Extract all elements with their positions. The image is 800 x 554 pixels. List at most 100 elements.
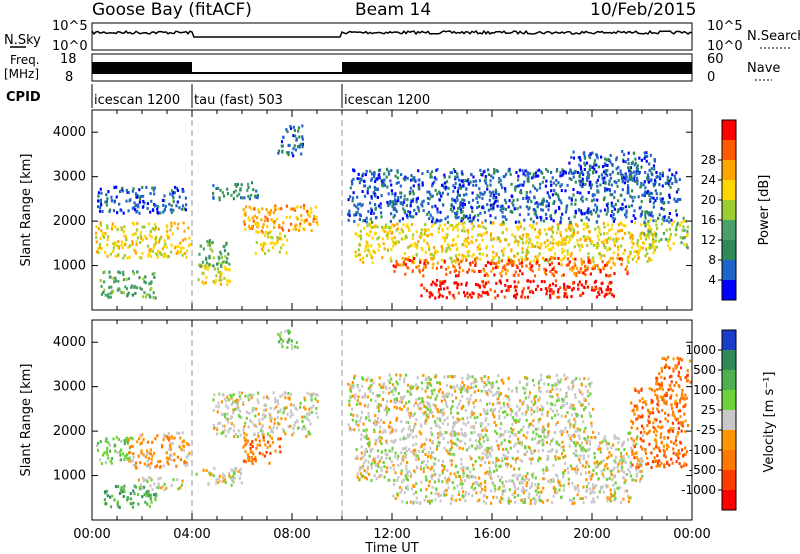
colorbar-segment [722, 260, 736, 281]
nsearch-tick-low: 10^0 [707, 39, 743, 54]
colorbar-tick-label: 20 [701, 193, 716, 207]
freq-label: Freq. [10, 53, 40, 67]
freq-trace [92, 62, 692, 74]
scatter-region [277, 124, 304, 158]
power-ylabel: Slant Range [km] [19, 154, 34, 267]
cpid-mode-label: tau (fast) 503 [194, 93, 283, 108]
colorbar-segment [722, 450, 736, 471]
cpid-mode-label: icescan 1200 [344, 93, 430, 108]
colorbar-segment [722, 330, 736, 351]
nsky-trace [91, 29, 693, 38]
power-panel: 1000 2000 3000 4000 Slant Range [km] 4 8 12 16… [19, 109, 772, 311]
scatter-region [95, 221, 192, 260]
colorbar-tick-label: 4 [708, 273, 716, 287]
y-tick-label: 4000 [53, 125, 86, 140]
colorbar-tick-label: 1000 [685, 343, 716, 357]
power-axes: 1000 2000 3000 4000 [53, 110, 693, 310]
colorbar-tick-label: -25 [696, 423, 716, 437]
colorbar-tick-label: -100 [689, 443, 716, 457]
velocity-panel: 1000 2000 3000 4000 Slant Range [km] 1000 50… [19, 319, 777, 554]
freq-unit: [MHz] [4, 67, 39, 81]
date-title: 10/Feb/2015 [590, 0, 696, 20]
colorbar-tick-label: 25 [701, 403, 716, 417]
colorbar-tick-label: 16 [701, 213, 716, 227]
colorbar-segment [722, 240, 736, 261]
scatter-region [347, 167, 682, 225]
colorbar-segment [722, 370, 736, 391]
scatter-region [212, 391, 320, 439]
freq-tick-low: 8 [65, 70, 73, 85]
y-tick-label: 1000 [53, 259, 86, 274]
x-tick-label: 00:00 [673, 527, 710, 542]
colorbar-segment [722, 410, 736, 431]
colorbar-tick-label: -500 [689, 463, 716, 477]
velocity-axes: 1000 2000 3000 4000 [53, 320, 693, 520]
y-tick-label: 1000 [53, 469, 86, 484]
scatter-region [99, 270, 157, 300]
colorbar-tick-label: 500 [693, 363, 716, 377]
nave-label: Nave [747, 61, 780, 76]
colorbar-segment [722, 350, 736, 371]
scatter-region [195, 466, 243, 487]
y-tick-label: 4000 [53, 335, 86, 350]
y-tick-label: 3000 [53, 380, 86, 395]
scatter-region [103, 484, 158, 509]
nave-tick-low: 0 [707, 70, 715, 85]
velocity-ylabel: Slant Range [km] [19, 364, 34, 477]
station-title: Goose Bay (fitACF) [92, 0, 252, 20]
scatter-region [127, 431, 191, 470]
colorbar-segment [722, 180, 736, 201]
cpid-row: CPID icescan 1200 tau (fast) 503 icescan 1… [6, 84, 430, 108]
y-tick-label: 3000 [53, 170, 86, 185]
scatter-region [392, 480, 632, 506]
scatter-region [242, 203, 319, 233]
freq-tick-high: 18 [60, 52, 77, 67]
colorbar-segment [722, 140, 736, 161]
nave-tick-high: 60 [707, 52, 724, 67]
scatter-region [354, 431, 645, 483]
nsky-panel: N.Sky 10^5 10^0 10^5 10^0 N.Search [4, 19, 800, 54]
scatter-region [655, 355, 692, 389]
colorbar-tick-label: 100 [693, 383, 716, 397]
scatter-region [420, 279, 615, 300]
scatter-region [242, 436, 282, 466]
x-tick-label: 00:00 [73, 527, 110, 542]
scatter-region [630, 386, 690, 469]
cpid-mode-label: icescan 1200 [94, 93, 180, 108]
colorbar-segment [722, 120, 736, 141]
scatter-region [347, 373, 595, 435]
beam-title: Beam 14 [355, 0, 431, 20]
nsky-label: N.Sky [4, 33, 41, 48]
scatter-region [392, 256, 629, 278]
x-tick-label: 08:00 [273, 527, 310, 542]
x-axis-label: Time UT [364, 541, 418, 554]
colorbar-segment [722, 490, 736, 511]
scatter-region [212, 181, 259, 202]
x-tick-label: 16:00 [473, 527, 510, 542]
nsky-tick-low: 10^0 [52, 39, 88, 54]
x-tick-label: 20:00 [573, 527, 610, 542]
scatter-region [643, 216, 689, 251]
colorbar-segment [722, 390, 736, 411]
x-tick-label: 12:00 [373, 527, 410, 542]
scatter-region [97, 185, 188, 215]
colorbar-tick-label: 28 [701, 153, 716, 167]
cpid-modes: icescan 1200 tau (fast) 503 icescan 1200 [91, 84, 430, 108]
nsearch-tick-high: 10^5 [707, 19, 743, 34]
scatter-region [198, 238, 231, 268]
scatter-region [568, 150, 657, 184]
power-colorbar-label: Power [dB] [757, 175, 772, 246]
colorbar-segment [722, 470, 736, 491]
colorbar-segment [722, 160, 736, 181]
colorbar-tick-label: -1000 [681, 483, 716, 497]
nsky-tick-high: 10^5 [52, 19, 88, 34]
power-data [95, 110, 689, 310]
colorbar-segment [722, 430, 736, 451]
scatter-region [254, 230, 289, 256]
scatter-region [277, 329, 299, 350]
freq-panel: Freq. [MHz] 18 8 60 0 Nave [4, 52, 780, 85]
y-tick-label: 2000 [53, 424, 86, 439]
power-colorbar: 4 8 12 16 20 24 28 [701, 119, 737, 301]
velocity-colorbar: 1000 500 100 25 -25 -100 -500 -1000 [681, 329, 737, 511]
